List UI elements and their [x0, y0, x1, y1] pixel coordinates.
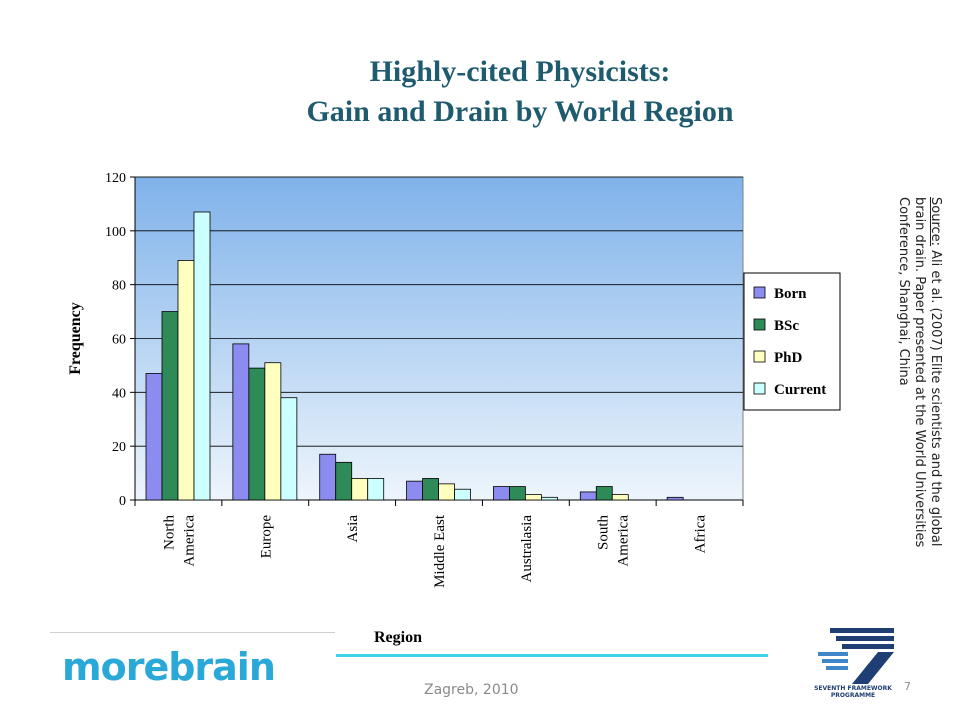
- fp7-logo-icon: [818, 628, 894, 684]
- footer-divider: [336, 654, 768, 657]
- bar-born: [493, 486, 510, 501]
- x-tick-label-group: Europe: [258, 515, 274, 559]
- x-tick-label: Middle East: [432, 514, 448, 588]
- bar-phd: [351, 478, 369, 501]
- x-tick-label: Europe: [258, 515, 274, 559]
- bar-born: [666, 496, 684, 501]
- x-tick-label-group: North America: [161, 515, 197, 567]
- bar-born: [406, 480, 423, 501]
- bar-born: [319, 453, 337, 501]
- page-number: 7: [904, 680, 911, 693]
- fp7-logo-caption: SEVENTH FRAMEWORK PROGRAMME: [814, 685, 892, 699]
- bar-phd: [611, 494, 629, 501]
- bar-phd: [525, 494, 542, 501]
- legend-label-bsc: BSc: [774, 318, 799, 334]
- x-axis-title: Region: [374, 629, 422, 646]
- bar-current: [367, 478, 385, 501]
- source-label[interactable]: Source:: [928, 197, 943, 247]
- y-tick-label: 20: [112, 440, 126, 455]
- x-tick-label: Australasia: [519, 515, 535, 583]
- x-tick-label: Asia: [345, 515, 361, 543]
- footer-text: Zagreb, 2010: [424, 682, 519, 698]
- x-tick-label: America: [181, 515, 197, 567]
- morebrain-logo-text: morebrain: [62, 645, 276, 689]
- bar-bsc: [595, 486, 613, 501]
- bar-born: [145, 373, 163, 501]
- x-tick-label: South: [596, 515, 612, 551]
- bar-born: [579, 491, 597, 501]
- y-tick-label: 0: [119, 494, 126, 509]
- x-tick-label-group: Asia: [345, 515, 361, 543]
- legend-swatch-phd: [753, 350, 766, 363]
- source-citation: Source: Ali et al. (2007) Elite scientis…: [895, 197, 943, 557]
- x-tick-label-group: Australasia: [519, 515, 535, 583]
- x-tick-label-group: Africa: [693, 515, 709, 554]
- y-tick-label: 100: [105, 225, 126, 240]
- bar-phd: [264, 362, 282, 501]
- bar-current: [280, 397, 298, 501]
- y-tick-label: 60: [112, 333, 126, 348]
- legend-label-phd: PhD: [774, 350, 803, 366]
- x-tick-label: America: [616, 515, 632, 567]
- legend-label-born: Born: [774, 286, 807, 302]
- title-line-1: Highly-cited Physicists:: [369, 55, 671, 88]
- bar-bsc: [509, 486, 526, 501]
- bar-bsc: [248, 367, 266, 501]
- bar-bsc: [161, 311, 179, 501]
- bar-current: [541, 496, 558, 501]
- title-line-2: Gain and Drain by World Region: [306, 95, 734, 128]
- legend-swatch-bsc: [753, 318, 766, 331]
- morebrain-logo: morebrain: [50, 632, 335, 695]
- y-tick-label: 80: [112, 279, 126, 294]
- bar-current: [454, 488, 471, 501]
- x-tick-label-group: South America: [596, 515, 632, 567]
- x-tick-label: North: [161, 515, 177, 550]
- y-tick-label: 40: [112, 386, 126, 401]
- page-title: Highly-cited Physicists: Gain and Drain …: [0, 52, 960, 132]
- bar-current: [193, 211, 211, 501]
- x-tick-label: Africa: [693, 515, 709, 554]
- legend-swatch-born: [753, 286, 766, 299]
- x-tick-label-group: Middle East: [432, 514, 448, 588]
- bar-born: [232, 343, 250, 501]
- legend-label-current: Current: [774, 382, 826, 398]
- bar-bsc: [335, 461, 353, 501]
- bar-phd: [438, 483, 455, 501]
- bar-phd: [177, 260, 195, 501]
- y-tick-label: 120: [105, 171, 126, 186]
- source-text: Ali et al. (2007) Elite scientists and t…: [896, 197, 943, 548]
- y-axis-title: Frequency: [67, 302, 84, 375]
- bar-bsc: [422, 478, 439, 501]
- legend-swatch-current: [753, 382, 766, 395]
